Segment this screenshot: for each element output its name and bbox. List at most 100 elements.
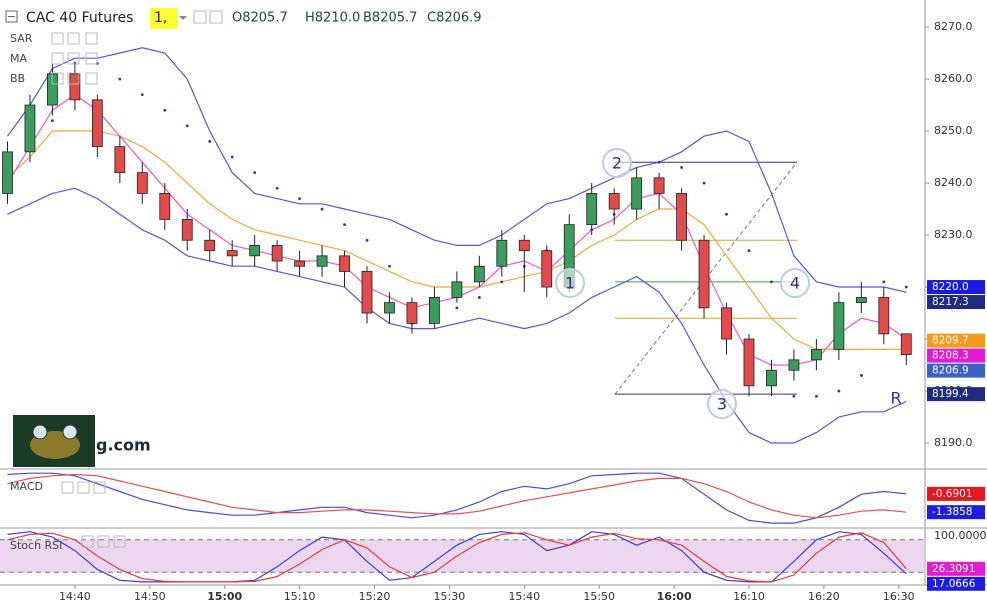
sar-dot [140, 93, 144, 97]
indicator-label[interactable]: BB [10, 72, 25, 85]
annotation-circle [780, 268, 810, 298]
y-tick-label: 8190.0 [934, 436, 973, 449]
logo-eye [32, 424, 48, 440]
control-icon[interactable] [97, 535, 110, 548]
sar-dot [275, 186, 279, 190]
interval[interactable]: 1, [154, 10, 167, 26]
sar-dot [163, 108, 167, 112]
control-icon[interactable] [51, 52, 64, 65]
y-tick-label: 8270.0 [934, 20, 973, 33]
annotation-circle [555, 268, 585, 298]
control-icon[interactable] [61, 481, 74, 494]
price-tag-label: 8217.3 [932, 296, 969, 308]
candle-body [384, 302, 395, 314]
annotation-label: 4 [790, 274, 800, 293]
x-tick-label: 15:00 [207, 590, 242, 603]
ohlc-bid: B8205.7 [363, 11, 417, 26]
control-icon[interactable] [51, 72, 64, 85]
candle-body [2, 151, 13, 194]
candle-body [24, 104, 36, 153]
candle-body [788, 359, 800, 371]
annotation-label: 2 [612, 154, 622, 173]
control-icon[interactable] [85, 72, 98, 85]
x-tick-label: 15:20 [359, 590, 391, 603]
candle-body [159, 193, 171, 220]
sar-dot [500, 280, 504, 284]
x-tick-label: 16:30 [883, 590, 915, 603]
sar-dot [455, 306, 459, 310]
control-icon[interactable] [93, 481, 106, 494]
sar-dot [185, 124, 189, 128]
symbol-title: CAC 40 Futures [26, 10, 133, 26]
price-tag-label: 8208.3 [932, 350, 969, 362]
pane-title: MACD [10, 480, 43, 493]
indicator-line [7, 531, 907, 583]
sar-dot [837, 389, 841, 393]
candle-body [810, 349, 822, 361]
interval-dropdown[interactable] [179, 16, 187, 20]
candle-body [496, 239, 508, 267]
price-tag-label: 8220.0 [932, 281, 969, 293]
candle-body [249, 245, 261, 257]
x-tick-label: 15:10 [284, 590, 316, 603]
sar-dot [118, 77, 122, 81]
ohlc-high: H8210.0 [305, 11, 360, 26]
y-tick-label: 8250.0 [934, 124, 973, 137]
sar-dot [365, 238, 369, 242]
candle-body [361, 271, 373, 314]
indicator-label[interactable]: MA [10, 52, 27, 65]
control-icon[interactable] [77, 481, 90, 494]
candle-body [271, 245, 283, 262]
control-icon[interactable] [85, 32, 98, 45]
annotation-label: 1 [565, 274, 575, 293]
price-tag [927, 280, 985, 295]
control-icon[interactable] [67, 32, 80, 45]
indicator-line [7, 472, 907, 524]
price-tag [927, 486, 985, 501]
candle-body [541, 250, 553, 288]
candle-body [608, 193, 620, 210]
settings-icon[interactable] [209, 10, 223, 24]
sar-dot [51, 119, 54, 123]
collapse-button[interactable] [5, 10, 18, 23]
sar-dot [320, 207, 324, 211]
price-tag [927, 576, 985, 591]
control-icon[interactable] [85, 52, 98, 65]
sar-dot [882, 280, 886, 284]
indicator-line [7, 532, 907, 583]
control-icon[interactable] [113, 535, 126, 548]
candle-body [294, 260, 305, 267]
candle-body [69, 73, 81, 101]
candle-body [631, 177, 643, 210]
indicator-line [7, 47, 907, 293]
sar-dot [477, 296, 481, 299]
price-tag [927, 333, 985, 348]
sar-dot [680, 166, 683, 169]
candle-body [91, 99, 103, 148]
x-tick-label: 16:20 [808, 590, 840, 603]
candle-body [900, 333, 912, 356]
y-tick-label: 8260.0 [934, 72, 973, 85]
settings-icon[interactable] [193, 10, 207, 24]
sar-dot [770, 280, 773, 284]
sar-dot [904, 285, 908, 289]
sar-dot [388, 264, 391, 268]
indicator-label[interactable]: SAR [10, 32, 33, 45]
indicator-line [7, 473, 907, 519]
control-icon[interactable] [67, 52, 80, 65]
stoch-band [0, 539, 925, 573]
control-icon[interactable] [67, 72, 80, 85]
pane-title: Stoch RSI [10, 539, 62, 552]
candle-body [406, 302, 418, 324]
candle-body [136, 172, 148, 194]
price-tag [927, 295, 985, 310]
candle-body [316, 255, 328, 267]
ohlc-close: C8206.9 [427, 11, 482, 26]
sar-dot [859, 374, 863, 377]
sar-dot [657, 160, 661, 164]
control-icon[interactable] [51, 32, 64, 45]
x-tick-label: 15:30 [434, 590, 466, 603]
indicator-line [7, 187, 907, 444]
candle-body [204, 239, 216, 252]
control-icon[interactable] [81, 535, 94, 548]
